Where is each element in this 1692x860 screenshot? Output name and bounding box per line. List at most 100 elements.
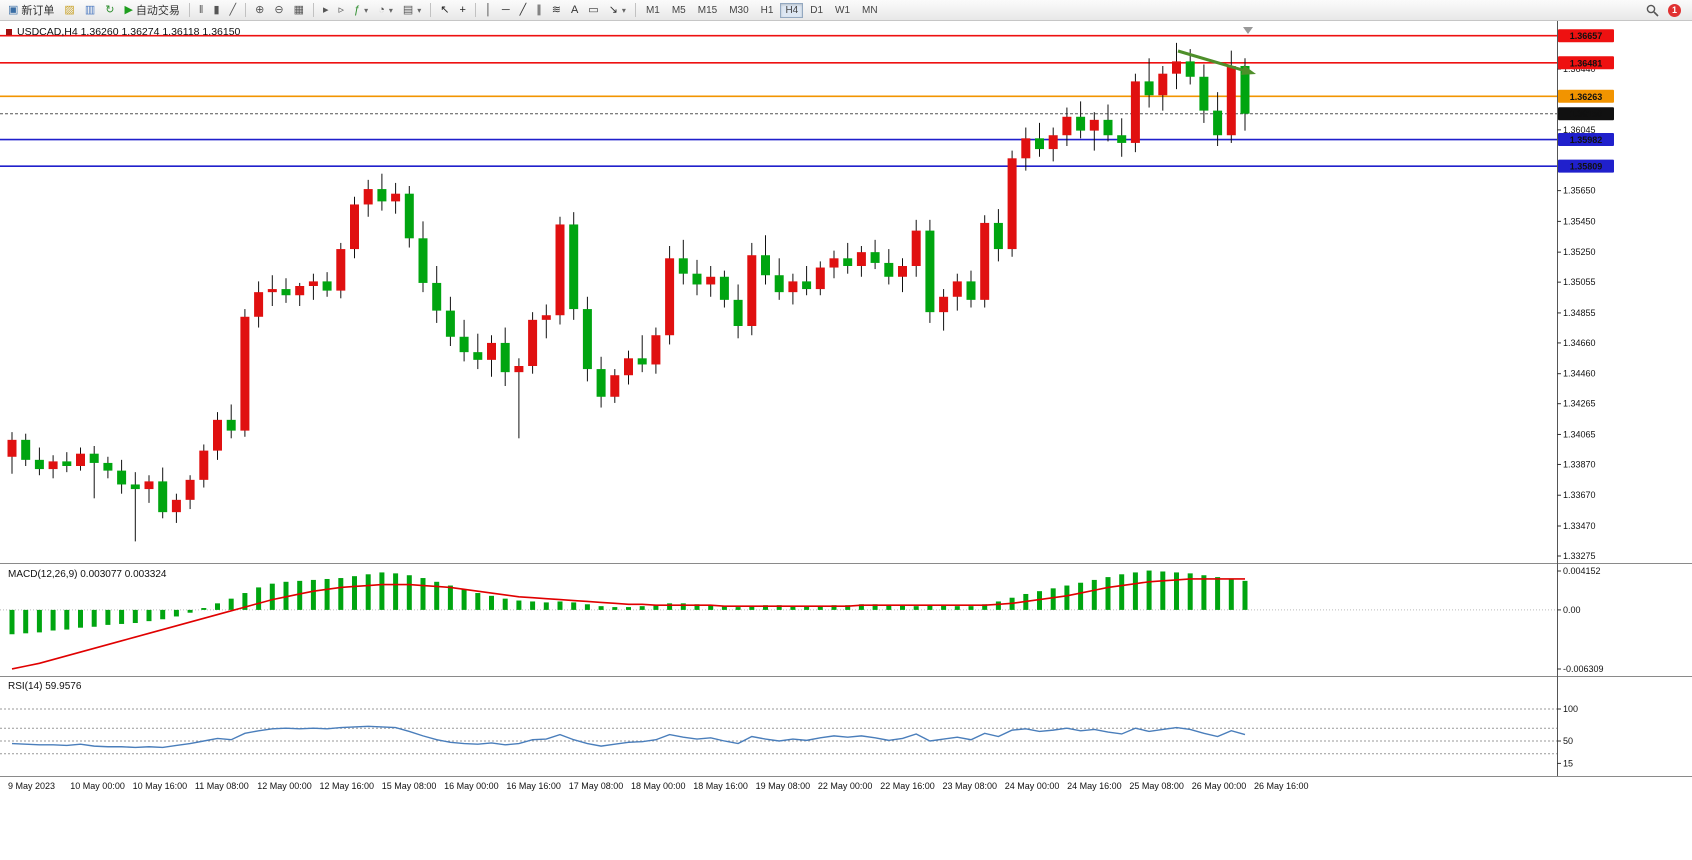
arrows-button[interactable]: ↘ ▾	[604, 0, 631, 20]
macd-bar	[639, 606, 645, 610]
candle-down	[21, 439, 31, 460]
search-button[interactable]	[1641, 0, 1664, 20]
periods-button[interactable]: ◔ ▾	[373, 0, 398, 20]
candle-up	[555, 224, 565, 316]
candle-up	[1062, 116, 1072, 136]
tile-windows-button[interactable]: ▦	[289, 0, 309, 20]
macd-bar	[1242, 580, 1248, 610]
indicators-button[interactable]: ƒ ▾	[349, 0, 373, 20]
macd-bar	[530, 601, 536, 610]
vertical-line-button[interactable]: │	[480, 0, 497, 20]
candle-up	[295, 286, 305, 296]
candle-up	[939, 296, 949, 313]
timeframe-h4[interactable]: H4	[780, 2, 804, 18]
time-axis-label: 16 May 00:00	[444, 781, 499, 791]
candle-down	[692, 273, 702, 285]
price-tick-label: 1.35250	[1563, 247, 1596, 257]
new-order-button[interactable]: ▣ 新订单	[3, 0, 59, 20]
text-button[interactable]: A	[566, 0, 583, 20]
arrow-annotation[interactable]	[1177, 49, 1247, 73]
candle-up	[665, 258, 675, 336]
time-axis-label: 22 May 00:00	[818, 781, 873, 791]
search-icon	[1646, 4, 1659, 17]
macd-bar	[900, 605, 905, 610]
chart-shift-marker[interactable]	[1243, 27, 1253, 34]
price-badge-1.36481	[1558, 56, 1614, 70]
timeframe-h1[interactable]: H1	[760, 4, 774, 16]
macd-bar	[1050, 588, 1056, 610]
candle-up	[1048, 135, 1058, 150]
candlestick-chart-icon-button[interactable]: ▮	[208, 0, 224, 20]
price-tick-label: 1.35055	[1563, 277, 1596, 287]
candle-up	[213, 419, 222, 451]
chevron-down-icon: ▾	[364, 5, 369, 15]
crosshair-button[interactable]: +	[455, 0, 471, 20]
macd-bar	[968, 606, 974, 610]
candle-up	[254, 292, 264, 317]
price-badge-1.35809-label: 1.35809	[1570, 162, 1603, 172]
arrows-icon: ↘	[608, 3, 618, 16]
macd-bar	[858, 604, 864, 610]
price-badge-1.36263	[1558, 89, 1614, 103]
candle-down	[843, 258, 853, 266]
candle-up	[541, 315, 551, 320]
candle-down	[582, 309, 592, 370]
line-chart-icon-button[interactable]: ╱	[225, 0, 242, 20]
macd-bar	[790, 606, 796, 610]
candle-down	[62, 461, 72, 466]
bar-chart-icon-button[interactable]: ‖	[194, 0, 209, 20]
fibonacci-button[interactable]: ≋	[547, 0, 566, 20]
macd-bar	[447, 585, 453, 610]
timeframe-mn[interactable]: MN	[862, 4, 878, 16]
market-watch-icon-icon: ▥	[84, 3, 96, 16]
price-badge-current-label: 1.36150	[1570, 109, 1603, 119]
candle-down	[870, 252, 880, 263]
macd-bar	[475, 593, 481, 610]
candle-up	[952, 281, 962, 297]
market-watch-icon-button[interactable]: ▥	[80, 0, 100, 20]
equidistant-channel-button[interactable]: ∥	[531, 0, 547, 20]
refresh-icon-button[interactable]: ↻	[100, 0, 119, 20]
text-label-button[interactable]: ▭	[583, 0, 603, 20]
macd-bar	[119, 609, 125, 624]
timeframe-m1[interactable]: M1	[645, 4, 660, 16]
price-tick-label: 1.34855	[1563, 308, 1596, 318]
macd-bar	[201, 608, 207, 610]
templates-button[interactable]: ▤ ▾	[398, 0, 426, 20]
timeframe-m5[interactable]: M5	[671, 4, 686, 16]
candle-up	[185, 479, 195, 500]
horizontal-line-button[interactable]: ─	[497, 0, 515, 20]
notification-badge[interactable]: 1	[1668, 3, 1681, 17]
auto-scroll-button[interactable]: ▸	[318, 0, 334, 20]
macd-bar	[324, 578, 330, 610]
timeframe-m15[interactable]: M15	[697, 4, 718, 16]
rsi-tick-label: 15	[1563, 758, 1573, 768]
time-axis-label: 16 May 16:00	[506, 781, 561, 791]
candle-up	[267, 289, 277, 293]
chart-shift-button[interactable]: ▹	[334, 0, 350, 20]
timeframe-m30[interactable]: M30	[729, 4, 749, 16]
metaeditor-icon-button[interactable]: ▨	[59, 0, 79, 20]
trendline-icon: ╱	[519, 3, 527, 16]
macd-bar	[557, 601, 563, 610]
arrow-annotation-head[interactable]	[1241, 65, 1256, 75]
macd-bar	[406, 575, 412, 610]
cursor-button[interactable]: ↖	[435, 0, 454, 20]
candle-down	[377, 189, 387, 202]
candle-down	[761, 255, 770, 276]
zoom-out-icon: ⊖	[274, 3, 284, 16]
macd-bar	[242, 593, 248, 610]
trendline-button[interactable]: ╱	[515, 0, 532, 20]
timeframe-d1[interactable]: D1	[810, 4, 824, 16]
timeframe-w1[interactable]: W1	[835, 4, 851, 16]
macd-bar	[817, 606, 823, 610]
zoom-out-button[interactable]: ⊖	[269, 0, 288, 20]
candle-down	[733, 299, 743, 326]
price-badge-1.36263-label: 1.36263	[1570, 92, 1603, 102]
autotrading-button[interactable]: ▶ 自动交易	[119, 0, 184, 20]
zoom-in-button[interactable]: ⊕	[250, 0, 269, 20]
macd-bar	[365, 574, 371, 610]
vertical-line-icon: │	[484, 3, 492, 16]
candle-down	[774, 275, 784, 293]
